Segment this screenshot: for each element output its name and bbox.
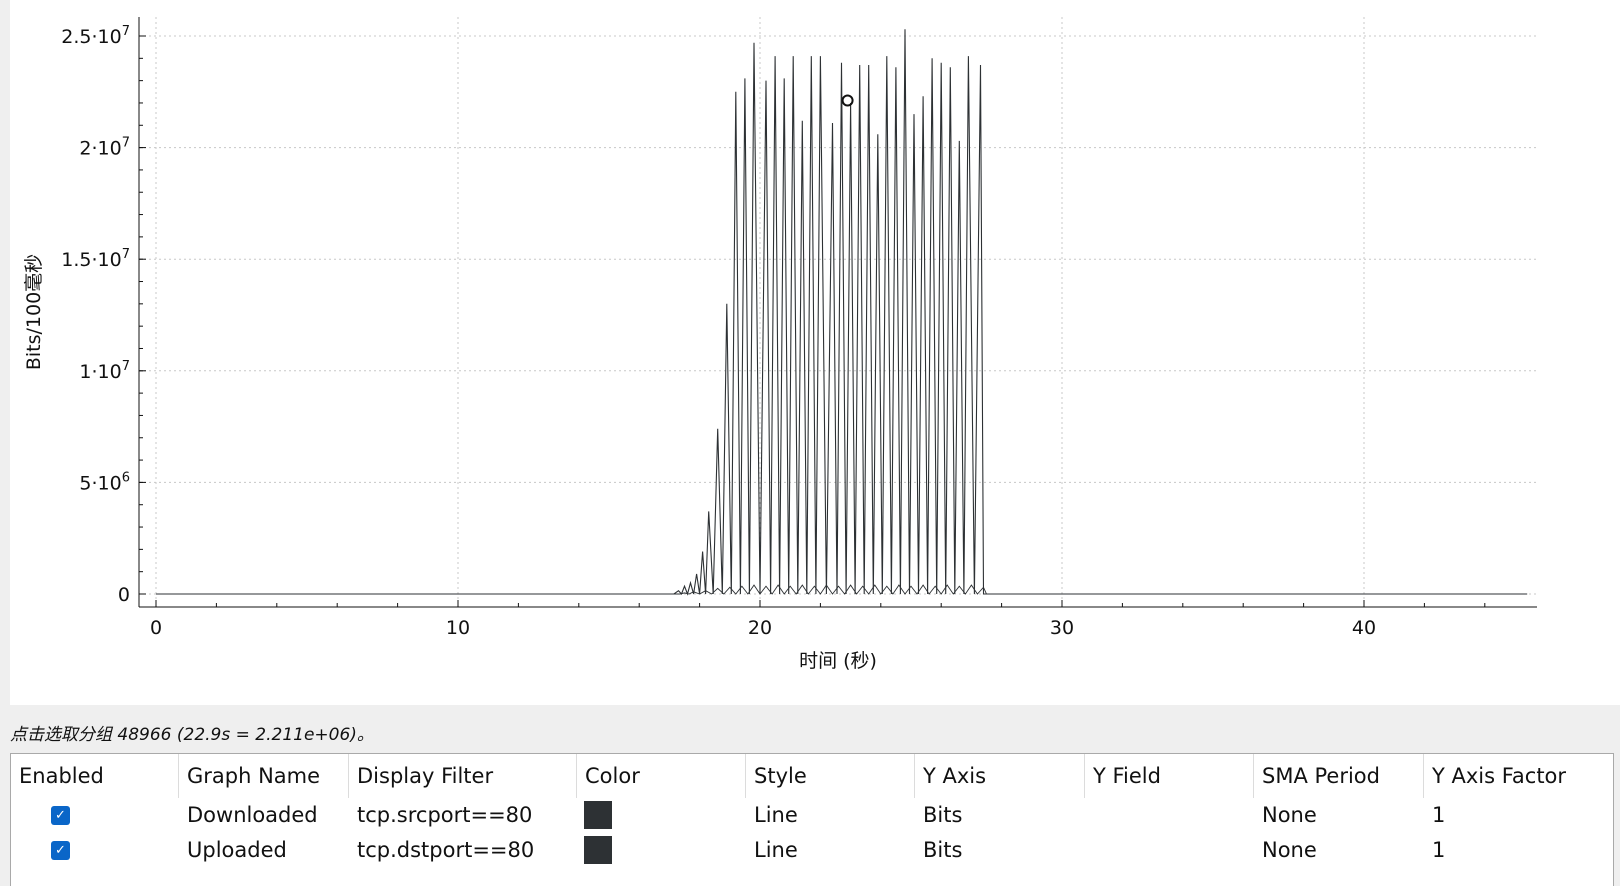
column-header-sma-period[interactable]: SMA Period: [1254, 754, 1424, 798]
x-tick-label: 10: [446, 617, 470, 639]
io-graph-chart[interactable]: 0 5·106 1·107 1.5·107 2·107 2.5·107 0 10 20 30 40 时…: [10, 0, 1620, 705]
y-tick-label: 2·107: [79, 136, 130, 160]
y-tick-label: 5·106: [79, 470, 130, 494]
sma-period-cell[interactable]: None: [1262, 838, 1317, 862]
style-cell[interactable]: Line: [754, 838, 798, 862]
y-tick-label: 0: [118, 584, 130, 606]
column-header-graph-name[interactable]: Graph Name: [179, 754, 349, 798]
column-header-style[interactable]: Style: [746, 754, 915, 798]
sma-period-cell[interactable]: None: [1262, 803, 1317, 827]
graph-name-cell[interactable]: Uploaded: [187, 838, 287, 862]
display-filter-cell[interactable]: tcp.dstport==80: [357, 838, 535, 862]
graphs-table[interactable]: Enabled Graph Name Display Filter Color …: [10, 753, 1614, 886]
y-tick-label: 1.5·107: [61, 247, 130, 271]
column-header-color[interactable]: Color: [577, 754, 746, 798]
color-swatch[interactable]: [584, 836, 612, 864]
table-header-row: Enabled Graph Name Display Filter Color …: [11, 754, 1613, 798]
y-axis-cell[interactable]: Bits: [923, 803, 963, 827]
x-tick-label: 30: [1050, 617, 1074, 639]
status-bar-hint: 点击选取分组 48966 (22.9s = 2.211e+06)。: [10, 725, 374, 745]
y-axis-title: Bits/100毫秒: [23, 254, 45, 370]
color-swatch[interactable]: [584, 801, 612, 829]
y-tick-label: 1·107: [79, 359, 130, 383]
y-field-cell[interactable]: [1085, 798, 1093, 833]
column-header-y-field[interactable]: Y Field: [1085, 754, 1254, 798]
enabled-checkbox[interactable]: ✓: [51, 841, 70, 860]
series-line: [156, 29, 1528, 596]
y-field-cell[interactable]: [1085, 833, 1093, 868]
enabled-checkbox[interactable]: ✓: [51, 806, 70, 825]
y-axis-factor-cell[interactable]: 1: [1432, 838, 1446, 862]
x-axis-title: 时间 (秒): [799, 650, 877, 672]
y-axis-factor-cell[interactable]: 1: [1432, 803, 1446, 827]
column-header-display-filter[interactable]: Display Filter: [349, 754, 577, 798]
column-header-y-axis-factor[interactable]: Y Axis Factor: [1432, 764, 1567, 788]
x-tick-label: 0: [150, 617, 162, 639]
table-row[interactable]: ✓ Downloaded tcp.srcport==80 Line Bits N…: [11, 798, 1613, 833]
column-header-y-axis[interactable]: Y Axis: [915, 754, 1085, 798]
display-filter-cell[interactable]: tcp.srcport==80: [357, 803, 533, 827]
y-tick-label: 2.5·107: [61, 24, 130, 48]
graph-name-cell[interactable]: Downloaded: [187, 803, 318, 827]
style-cell[interactable]: Line: [754, 803, 798, 827]
x-tick-label: 20: [748, 617, 772, 639]
io-graph-plot-panel[interactable]: 0 5·106 1·107 1.5·107 2·107 2.5·107 0 10 20 30 40 时…: [10, 0, 1620, 705]
y-axis-cell[interactable]: Bits: [923, 838, 963, 862]
table-row[interactable]: ✓ Uploaded tcp.dstport==80 Line Bits Non…: [11, 833, 1613, 868]
x-tick-label: 40: [1352, 617, 1376, 639]
series-line: [156, 584, 1528, 595]
selected-point-marker: [841, 94, 854, 107]
column-header-enabled[interactable]: Enabled: [11, 754, 179, 798]
